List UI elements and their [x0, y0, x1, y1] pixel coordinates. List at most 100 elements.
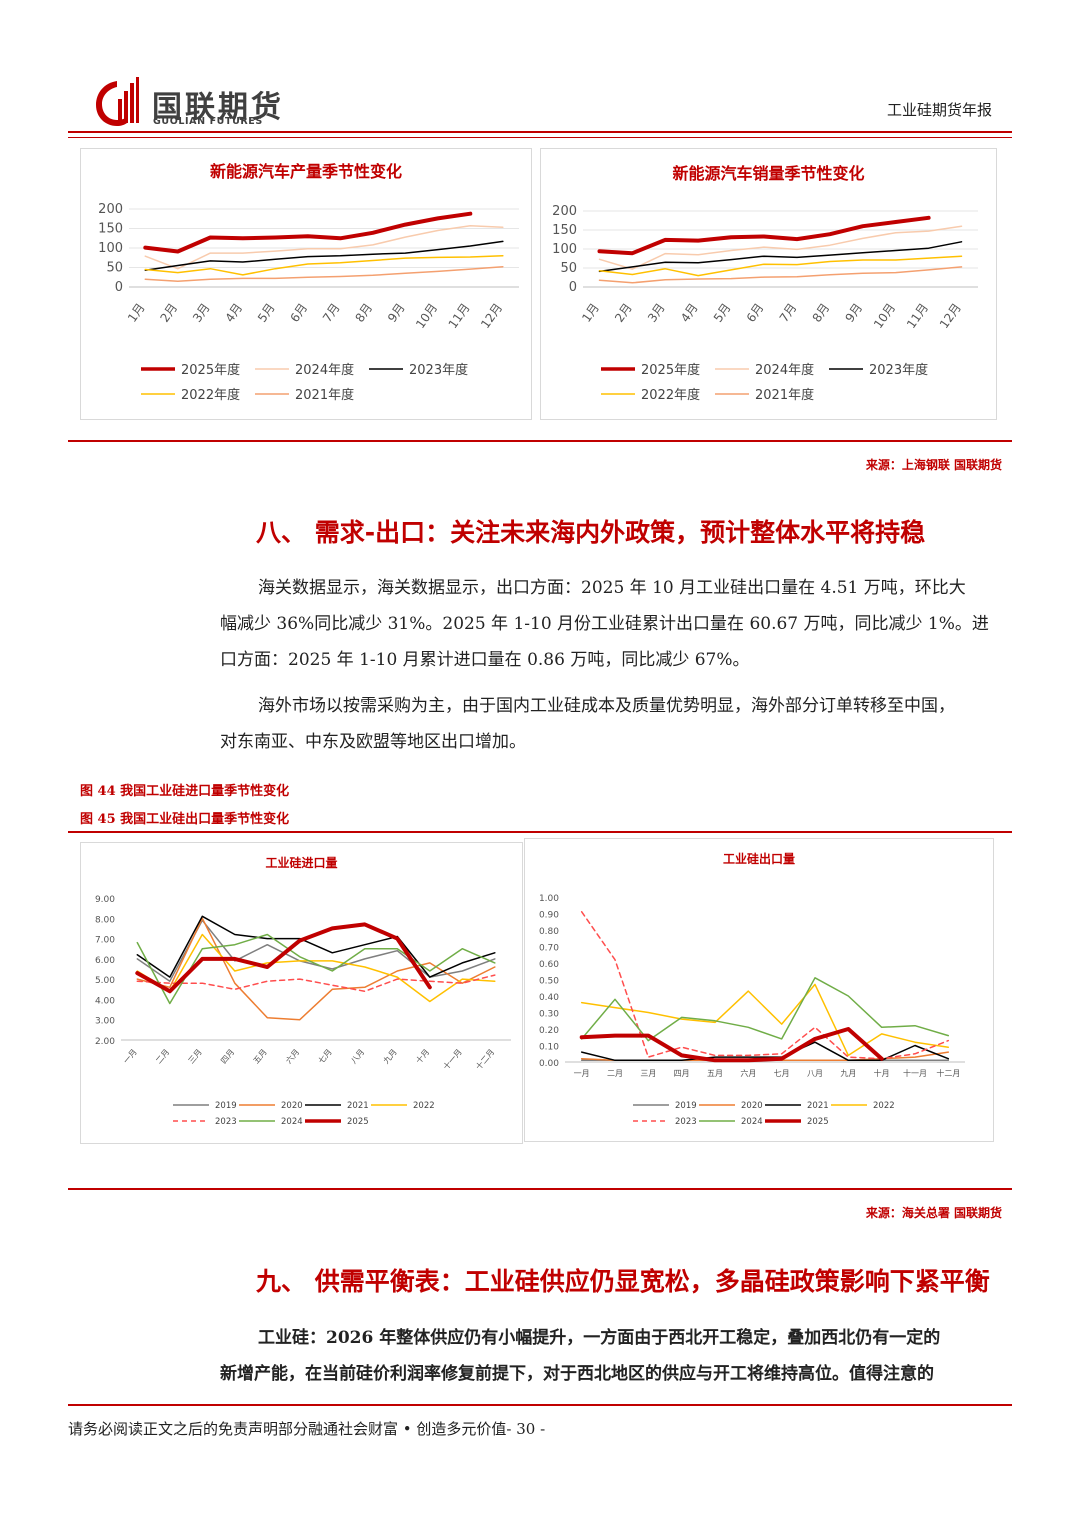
chart-silicon-export: 工业硅出口量 0.00 0.10 0.20 0.30 0.40 0.50 0.60 0.70 0.… [524, 838, 994, 1142]
series-line-2021 [136, 915, 496, 978]
series-line-2023年度 [144, 240, 504, 271]
legend-label: 2023年度 [869, 362, 928, 378]
y-tick-label: 0.40 [539, 993, 559, 1003]
x-tick-label: 九月 [382, 1048, 399, 1066]
legend-label: 2024年度 [295, 362, 354, 378]
legend-label: 2020 [281, 1101, 303, 1111]
x-tick-label: 十二月 [936, 1068, 960, 1078]
guolian-logo-icon [96, 77, 139, 126]
y-tick-label: 0.70 [539, 944, 559, 954]
x-tick-label: 五月 [707, 1069, 723, 1078]
x-tick-label: 十二月 [473, 1047, 496, 1072]
y-tick-label: 1.00 [539, 894, 559, 904]
series-line-2021年度 [144, 265, 504, 282]
x-tick-label: 一月 [574, 1069, 590, 1078]
x-tick-label: 12月 [937, 301, 964, 331]
legend-label: 2024年度 [755, 362, 814, 378]
section-9-heading: 九、 供需平衡表：工业硅供应仍显宽松，多晶硅政策影响下紧平衡 [256, 1267, 990, 1296]
chart-title: 新能源汽车销量季节性变化 [672, 164, 864, 183]
y-tick-label: 0 [569, 280, 577, 295]
y-tick-label: 200 [552, 204, 577, 219]
figure-44-caption: 图 44 我国工业硅进口量季节性变化 [80, 784, 290, 799]
x-tick-label: 八月 [349, 1048, 366, 1066]
para-line: 幅减少 36%同比减少 31%。2025 年 1-10 月份工业硅累计出口量在 … [220, 614, 989, 634]
legend-label: 2023 [215, 1117, 237, 1127]
figure-rule [68, 831, 1012, 833]
x-tick-label: 10月 [871, 301, 898, 331]
x-tick-label: 三月 [640, 1069, 656, 1078]
para-line: 对东南亚、中东及欧盟等地区出口增加。 [220, 732, 526, 752]
y-tick-label: 0.90 [539, 911, 559, 921]
para-line: 口方面：2025 年 1-10 月累计进口量在 0.86 万吨，同比减少 67%… [220, 650, 750, 670]
x-tick-label: 六月 [283, 1047, 301, 1066]
legend-label: 2025 [347, 1117, 369, 1127]
legend-label: 2019 [675, 1101, 697, 1111]
footer-rule [68, 1404, 1012, 1406]
section-8-paragraph-1: 海关数据显示，海关数据显示，出口方面：2025 年 10 月工业硅出口量在 4.… [220, 570, 1020, 678]
chart-nev-sales: 新能源汽车销量季节性变化 0 50 100 150 200 1月 2月 3月 4月 5月 6月 7月 8月… [540, 148, 997, 420]
brand-name-cn: 国联期货 [152, 90, 284, 125]
series-line-2022年度 [598, 255, 963, 277]
series-line-2024年度 [598, 225, 963, 270]
y-tick-label: 4.00 [95, 996, 115, 1006]
series-line-2024 [580, 977, 950, 1042]
x-tick-label: 4月 [678, 301, 701, 325]
y-tick-label: 0.80 [539, 927, 559, 937]
series-line-2020 [136, 917, 496, 1021]
x-tick-label: 8月 [352, 301, 375, 325]
legend-label: 2022 [413, 1101, 435, 1111]
y-tick-label: 0.50 [539, 977, 559, 987]
y-tick-label: 0.10 [539, 1043, 559, 1053]
x-tick-label: 5月 [255, 301, 278, 325]
y-tick-label: 150 [98, 222, 123, 237]
x-tick-label: 1月 [125, 301, 148, 325]
y-tick-label: 9.00 [95, 895, 115, 905]
y-tick-label: 100 [98, 241, 123, 256]
report-title: 工业硅期货年报 [886, 101, 992, 119]
legend-label: 2024 [281, 1117, 303, 1127]
series-line-2025年度 [143, 211, 473, 254]
x-tick-label: 1月 [579, 301, 602, 325]
series-line-2023 [580, 911, 950, 1060]
y-tick-label: 8.00 [95, 915, 115, 925]
x-tick-label: 六月 [740, 1068, 756, 1078]
legend-label: 2021 [347, 1101, 369, 1111]
legend-label: 2024 [741, 1117, 763, 1127]
legend-label: 2023年度 [409, 362, 468, 378]
legend-label: 2022年度 [181, 387, 240, 403]
x-tick-label: 四月 [219, 1048, 236, 1066]
x-tick-label: 七月 [774, 1069, 790, 1078]
x-tick-label: 五月 [252, 1048, 269, 1066]
series-line-2022年度 [144, 255, 504, 276]
x-tick-label: 九月 [840, 1069, 856, 1078]
y-tick-label: 0.30 [539, 1010, 559, 1020]
legend-label: 2021 [807, 1101, 829, 1111]
para-line: 海外市场以按需采购为主，由于国内工业硅成本及质量优势明显，海外部分订单转移至中国… [258, 696, 955, 716]
x-tick-label: 十一月 [441, 1047, 464, 1072]
x-tick-label: 十月 [413, 1047, 431, 1066]
para-line: 新增产能，在当前硅价利润率修复前提下，对于西北地区的供应与开工将维持高位。值得注… [220, 1364, 934, 1384]
y-tick-label: 50 [560, 261, 577, 276]
x-tick-label: 11月 [446, 301, 473, 331]
x-tick-label: 七月 [317, 1048, 334, 1066]
brand-name-en: GUOLIAN FUTURES [153, 116, 263, 127]
series-line-2023年度 [598, 241, 963, 273]
section-9-paragraph: 工业硅：2026 年整体供应仍有小幅提升，一方面由于西北开工稳定，叠加西北仍有一… [220, 1320, 1020, 1392]
source-rule-1 [68, 440, 1012, 442]
x-tick-label: 5月 [711, 301, 734, 325]
header-rule-thin [68, 137, 1012, 138]
x-tick-label: 10月 [413, 301, 440, 331]
para-line: 海关数据显示，海关数据显示，出口方面：2025 年 10 月工业硅出口量在 4.… [258, 578, 966, 598]
y-tick-label: 200 [98, 202, 123, 217]
legend-label: 2023 [675, 1117, 697, 1127]
legend-label: 2025年度 [181, 362, 240, 378]
legend-label: 2020 [741, 1101, 763, 1111]
y-tick-label: 2.00 [95, 1037, 115, 1047]
x-tick-label: 7月 [777, 301, 800, 325]
source-note-2: 来源：海关总署 国联期货 [865, 1206, 1002, 1220]
series-line-2025 [579, 1027, 884, 1063]
chart-title: 工业硅进口量 [265, 855, 337, 870]
chart-title: 新能源汽车产量季节性变化 [210, 162, 402, 181]
x-tick-label: 6月 [287, 301, 310, 325]
x-tick-label: 4月 [222, 301, 245, 325]
